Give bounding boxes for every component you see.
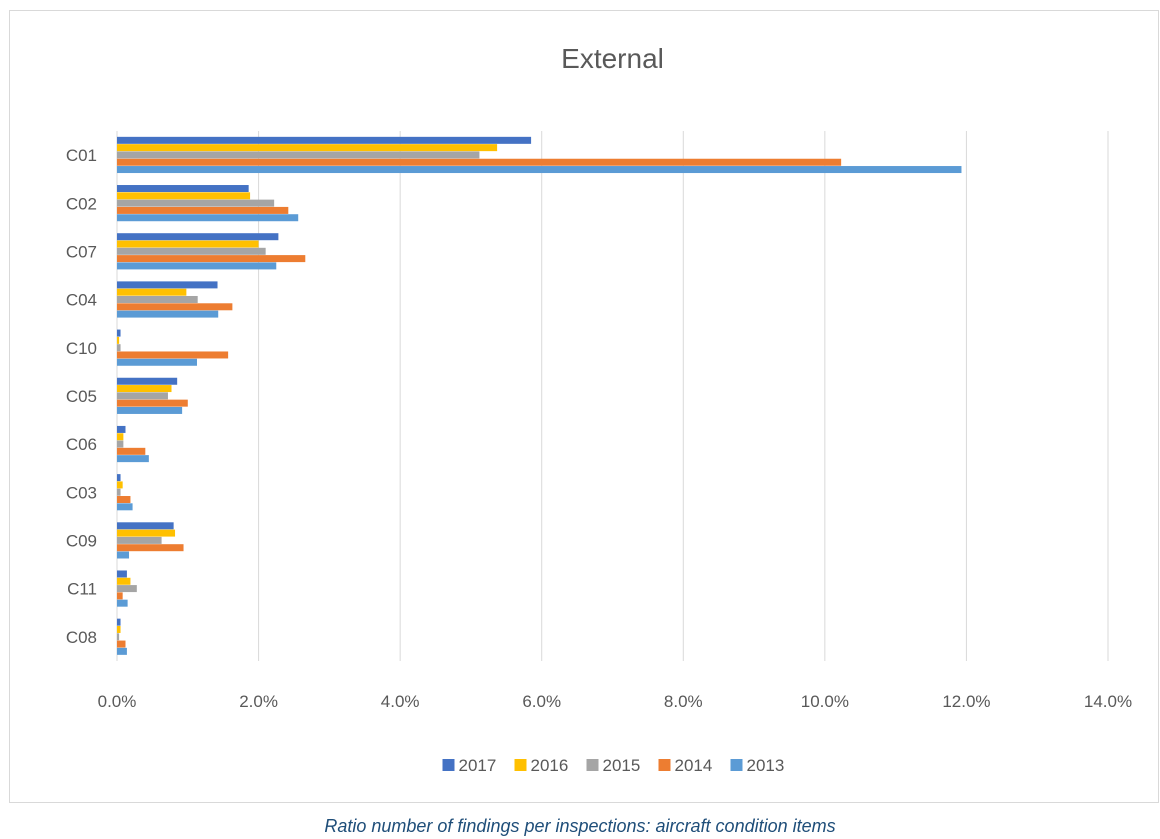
y-tick-label-C08: C08 [66, 628, 97, 647]
bar-C07-2017 [117, 233, 279, 241]
chart-frame: External 0.0% 2.0% 4.0% 6.0% 8.0% 10.0% 12.0% 14… [9, 10, 1159, 803]
x-tick-label-4: 8.0% [664, 692, 703, 711]
y-tick-label-C02: C02 [66, 194, 97, 213]
bar-C06-2014 [117, 447, 146, 455]
bar-C06-2016 [117, 433, 124, 441]
legend-swatch-2015 [586, 759, 599, 771]
bar-C08-2015 [117, 633, 120, 641]
bar-C11-2017 [117, 570, 127, 578]
bar-C05-2017 [117, 377, 178, 385]
bar-C01-2013 [117, 166, 962, 174]
bar-C02-2013 [117, 214, 299, 222]
y-tick-label-C09: C09 [66, 532, 97, 551]
legend-swatch-2013 [730, 759, 743, 771]
bar-C09-2013 [117, 551, 130, 559]
bar-C06-2013 [117, 455, 149, 463]
bar-C08-2014 [117, 640, 126, 648]
bar-C03-2017 [117, 474, 121, 482]
bar-C02-2014 [117, 206, 289, 214]
legend-label-2015: 2015 [603, 756, 641, 775]
bar-C04-2017 [117, 281, 218, 289]
x-tick-label-3: 6.0% [522, 692, 561, 711]
bar-C11-2013 [117, 599, 128, 607]
y-tick-label-C05: C05 [66, 387, 97, 406]
bar-C05-2015 [117, 392, 168, 400]
bar-C07-2014 [117, 255, 306, 263]
bar-C02-2017 [117, 185, 249, 193]
legend-swatch-2017 [442, 759, 455, 771]
bar-C09-2016 [117, 529, 176, 537]
bar-C10-2016 [117, 336, 120, 344]
x-tick-label-2: 4.0% [381, 692, 420, 711]
bar-C09-2014 [117, 544, 184, 552]
x-tick-label-5: 10.0% [801, 692, 849, 711]
bar-C07-2013 [117, 262, 277, 270]
y-tick-label-C10: C10 [66, 339, 97, 358]
bar-C03-2016 [117, 481, 123, 489]
bar-C10-2014 [117, 351, 229, 359]
bar-C04-2016 [117, 288, 187, 296]
legend-label-2014: 2014 [675, 756, 713, 775]
bar-C01-2017 [117, 136, 532, 144]
bar-C07-2016 [117, 240, 259, 248]
chart-caption: Ratio number of findings per inspections… [324, 816, 836, 836]
bar-C06-2015 [117, 440, 124, 448]
bar-C11-2015 [117, 585, 137, 593]
bar-C10-2015 [117, 344, 121, 352]
x-tick-label-1: 2.0% [239, 692, 278, 711]
bar-C02-2015 [117, 199, 275, 207]
bar-C11-2014 [117, 592, 123, 600]
bar-C06-2017 [117, 425, 126, 433]
x-tick-label-0: 0.0% [98, 692, 137, 711]
y-tick-label-C01: C01 [66, 146, 97, 165]
bar-C07-2015 [117, 247, 266, 255]
bar-C02-2016 [117, 192, 251, 200]
bar-C05-2013 [117, 406, 183, 414]
y-tick-label-C07: C07 [66, 242, 97, 261]
bar-C08-2013 [117, 647, 127, 655]
legend-label-2017: 2017 [459, 756, 497, 775]
legend-swatch-2016 [514, 759, 527, 771]
x-tick-label-6: 12.0% [942, 692, 990, 711]
legend-swatch-2014 [658, 759, 671, 771]
bar-C04-2015 [117, 295, 198, 303]
bar-chart: External 0.0% 2.0% 4.0% 6.0% 8.0% 10.0% 12.0% 14… [66, 43, 1132, 775]
bar-C09-2017 [117, 522, 174, 530]
bar-C05-2016 [117, 385, 172, 393]
bar-C04-2013 [117, 310, 219, 318]
bar-C05-2014 [117, 399, 188, 407]
bar-C01-2016 [117, 144, 498, 152]
legend-label-2013: 2013 [747, 756, 785, 775]
bar-C10-2017 [117, 329, 121, 337]
x-tick-label-7: 14.0% [1084, 692, 1132, 711]
bar-C08-2017 [117, 618, 121, 626]
y-tick-label-C03: C03 [66, 483, 97, 502]
bar-C10-2013 [117, 358, 197, 366]
y-tick-label-C06: C06 [66, 435, 97, 454]
bar-C03-2014 [117, 496, 131, 504]
legend-label-2016: 2016 [531, 756, 569, 775]
bar-C11-2016 [117, 577, 131, 585]
bar-C08-2016 [117, 625, 121, 633]
bar-C03-2015 [117, 488, 121, 496]
y-tick-label-C04: C04 [66, 291, 97, 310]
bar-C03-2013 [117, 503, 133, 511]
bar-C04-2014 [117, 303, 233, 311]
y-tick-label-C11: C11 [67, 580, 97, 599]
bar-C01-2014 [117, 158, 842, 166]
bar-C09-2015 [117, 536, 162, 544]
chart-title: External [561, 43, 664, 74]
bar-C01-2015 [117, 151, 480, 159]
